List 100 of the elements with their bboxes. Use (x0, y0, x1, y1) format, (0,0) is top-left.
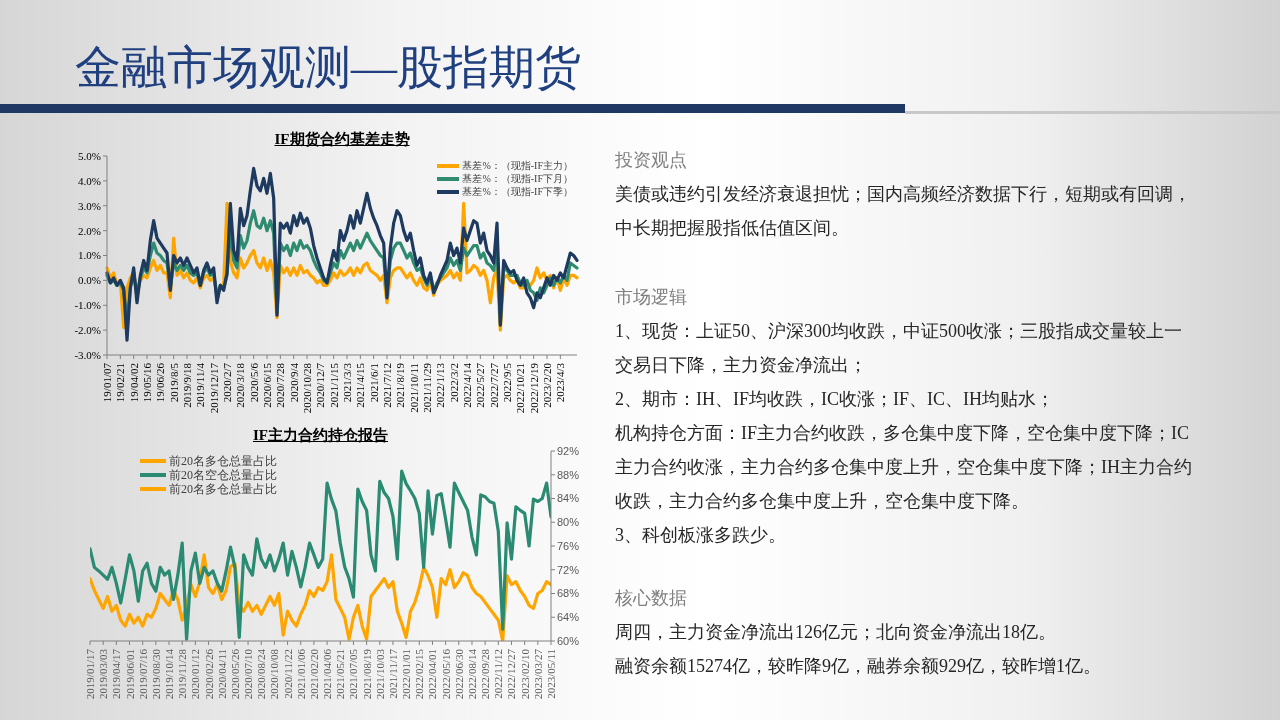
x-tick-label: 2021/4/15 (354, 362, 367, 408)
x-tick-label: 2019/03/03 (97, 648, 110, 700)
y-tick-label: 1.0% (78, 249, 101, 262)
y-tick-label: 60% (557, 634, 580, 647)
x-tick-label: 2023/02/10 (518, 648, 531, 700)
x-tick-label: 2021/05/21 (334, 649, 347, 700)
x-tick-label: 2019/04/17 (110, 648, 123, 700)
x-tick-label: 2021/04/06 (321, 648, 334, 700)
legend-label: 前20名多仓总量占比 (169, 452, 277, 469)
y-tick-label: 5.0% (78, 149, 101, 162)
x-tick-label: 2023/05/11 (545, 649, 557, 699)
x-tick-label: 2021/1/15 (327, 362, 340, 408)
x-tick-label: 2020/12/7 (314, 362, 327, 408)
x-tick-label: 2021/10/03 (373, 648, 386, 700)
text: 市场逻辑 (615, 287, 687, 307)
x-tick-label: 2020/10/28 (301, 362, 313, 414)
x-tick-label: 19/06/26 (154, 362, 167, 403)
x-tick-label: 2021/11/29 (421, 362, 433, 413)
x-tick-label: 2022/06/30 (452, 648, 465, 700)
x-tick-label: 2020/04/11 (215, 649, 228, 699)
text: 机构持仓方面：IF主力合约收跌，多仓集中度下降，空仓集中度下降；IC主力合约收涨，主力合约多仓集中度上升，空仓集中度下降；IH主力合约收跌，主力合约多仓集中度上升，空仓集中度下降。 (615, 423, 1192, 511)
legend-label: 基差%：（现指-IF下月） (462, 171, 573, 186)
y-tick-label: 80% (557, 516, 580, 529)
x-tick-label: 2022/1/13 (434, 362, 447, 408)
x-tick-label: 2022/11/12 (492, 649, 505, 699)
text: 金融市场观测—股指期货 (75, 42, 581, 93)
text: 3、科创板涨多跌少。 (615, 525, 786, 545)
x-tick-label: 2022/02/15 (413, 648, 426, 700)
x-tick-label: 2021/08/19 (360, 648, 373, 700)
y-tick-label: 4.0% (78, 174, 101, 187)
x-tick-label: 2019/11/4 (194, 362, 207, 408)
x-tick-label: 2022/09/28 (479, 648, 492, 700)
x-tick-label: 2021/3/3 (341, 362, 353, 403)
x-tick-label: 2022/3/2 (447, 363, 460, 403)
y-tick-label: 88% (557, 468, 580, 481)
x-tick-label: 2022/5/27 (474, 362, 487, 408)
x-tick-label: 2021/01/06 (294, 648, 307, 700)
x-tick-label: 19/05/16 (141, 362, 153, 403)
x-tick-label: 2022/10/21 (514, 363, 527, 414)
x-tick-label: 2020/5/6 (247, 362, 260, 403)
y-tick-label: 2.0% (78, 224, 101, 237)
x-tick-label: 2022/05/16 (439, 648, 452, 700)
x-tick-label: 19/01/07 (101, 362, 113, 403)
x-tick-label: 2021/6/1 (367, 363, 380, 403)
text: 周四，主力资金净流出126亿元；北向资金净流出18亿。 (615, 622, 1056, 642)
x-tick-label: 2022/12/19 (527, 362, 540, 414)
x-tick-label: 2023/03/27 (531, 648, 544, 700)
y-tick-label: -1.0% (74, 299, 101, 312)
x-tick-label: 2021/02/20 (307, 648, 320, 700)
y-tick-label: 84% (557, 492, 580, 505)
text: 美债或违约引发经济衰退担忧；国内高频经济数据下行，短期或有回调，中长期把握股指低估值区间。 (615, 184, 1191, 238)
x-tick-label: 2019/06/01 (123, 649, 136, 700)
text: 2、期市：IH、IF均收跌，IC收涨；IF、IC、IH均贴水； (615, 389, 1054, 409)
x-tick-label: 2022/7/27 (487, 362, 500, 408)
x-tick-label: 2019/07/16 (136, 648, 149, 700)
y-tick-label: -3.0% (74, 348, 101, 361)
legend-label: 基差%：（现指-IF下季） (462, 184, 573, 199)
x-tick-label: 2020/08/24 (255, 648, 268, 700)
x-tick-label: 2019/9/18 (181, 362, 193, 408)
x-tick-label: 2022/08/14 (465, 648, 478, 700)
x-tick-label: 2019/08/30 (149, 648, 162, 700)
legend-label: 前20名空仓总量占比 (169, 467, 277, 483)
text: 投资观点 (615, 150, 687, 170)
x-tick-label: 2022/4/14 (461, 362, 473, 408)
x-tick-label: 19/02/21 (114, 363, 127, 403)
x-tick-label: 2020/10/08 (268, 648, 281, 700)
x-tick-label: 2020/07/10 (242, 648, 255, 700)
x-tick-label: 2019/12/17 (207, 362, 220, 414)
x-tick-label: 2020/9/4 (287, 362, 300, 403)
x-tick-label: 2020/3/18 (234, 362, 247, 408)
x-tick-label: 2020/11/22 (281, 649, 294, 699)
x-tick-label: 2021/7/12 (381, 363, 393, 408)
y-tick-label: 68% (557, 587, 580, 600)
text: 1、现货：上证50、沪深300均收跌，中证500收涨；三股指成交量较上一交易日下降，主力资金净流出； (615, 321, 1182, 375)
text: 融资余额15274亿，较昨降9亿，融券余额929亿，较昨增1亿。 (615, 656, 1101, 676)
x-tick-label: 2023/4/3 (554, 362, 567, 403)
text: 核心数据 (615, 588, 687, 608)
y-tick-label: 76% (557, 539, 580, 552)
y-tick-label: 3.0% (78, 199, 101, 212)
x-tick-label: 2020/01/12 (189, 649, 202, 700)
y-tick-label: 0.0% (78, 274, 101, 287)
x-tick-label: 2019/11/28 (176, 648, 189, 699)
x-tick-label: 2020/05/26 (228, 648, 241, 700)
x-tick-label: 2021/07/05 (347, 648, 360, 700)
y-tick-label: -2.0% (74, 324, 101, 337)
x-tick-label: 2019/01/17 (84, 648, 96, 700)
legend-label: 前20名多仓总量占比 (169, 481, 277, 498)
y-tick-label: 64% (557, 611, 580, 624)
x-tick-label: 2022/01/01 (400, 649, 413, 700)
x-tick-label: 2022/04/01 (426, 649, 439, 700)
legend-label: 基差%：（现指-IF主力） (462, 158, 573, 173)
x-tick-label: 2020/7/28 (274, 362, 287, 408)
x-tick-label: 2021/11/17 (386, 648, 399, 699)
y-tick-label: 92% (557, 444, 580, 457)
x-tick-label: 2021/10/11 (407, 363, 420, 413)
x-tick-label: 2023/2/20 (541, 362, 553, 408)
y-tick-label: 72% (557, 563, 580, 576)
x-tick-label: 2019/8/5 (167, 362, 180, 403)
x-tick-label: 2021/8/19 (394, 362, 407, 408)
x-tick-label: 2022/12/27 (505, 648, 518, 700)
